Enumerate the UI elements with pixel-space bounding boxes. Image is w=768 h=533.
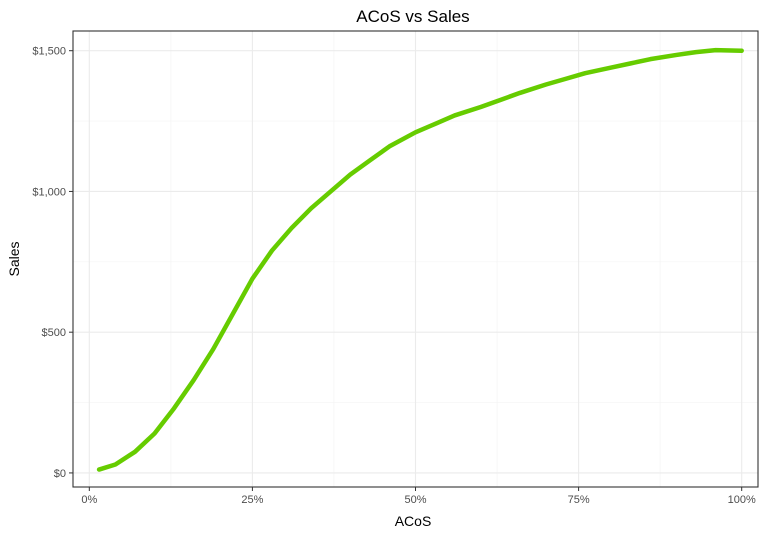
y-tick-label: $1,500 <box>32 46 66 58</box>
y-tick-label: $0 <box>54 468 66 480</box>
chart-title: ACoS vs Sales <box>356 7 469 26</box>
x-tick-label: 0% <box>81 494 97 506</box>
series-line <box>96 47 744 472</box>
axes: 0% 25% 50% 75% 100% $0 $500 $1,000 $1,500 <box>32 46 756 506</box>
x-axis-title: ACoS <box>395 513 432 529</box>
x-tick-label: 25% <box>241 494 263 506</box>
x-tick-label: 100% <box>728 494 756 506</box>
grid <box>73 31 758 487</box>
y-tick-label: $500 <box>42 327 66 339</box>
x-tick-label: 75% <box>568 494 590 506</box>
y-tick-label: $1,000 <box>32 186 66 198</box>
y-axis-title: Sales <box>6 241 22 276</box>
x-tick-label: 50% <box>404 494 426 506</box>
series-line-group <box>96 47 744 472</box>
